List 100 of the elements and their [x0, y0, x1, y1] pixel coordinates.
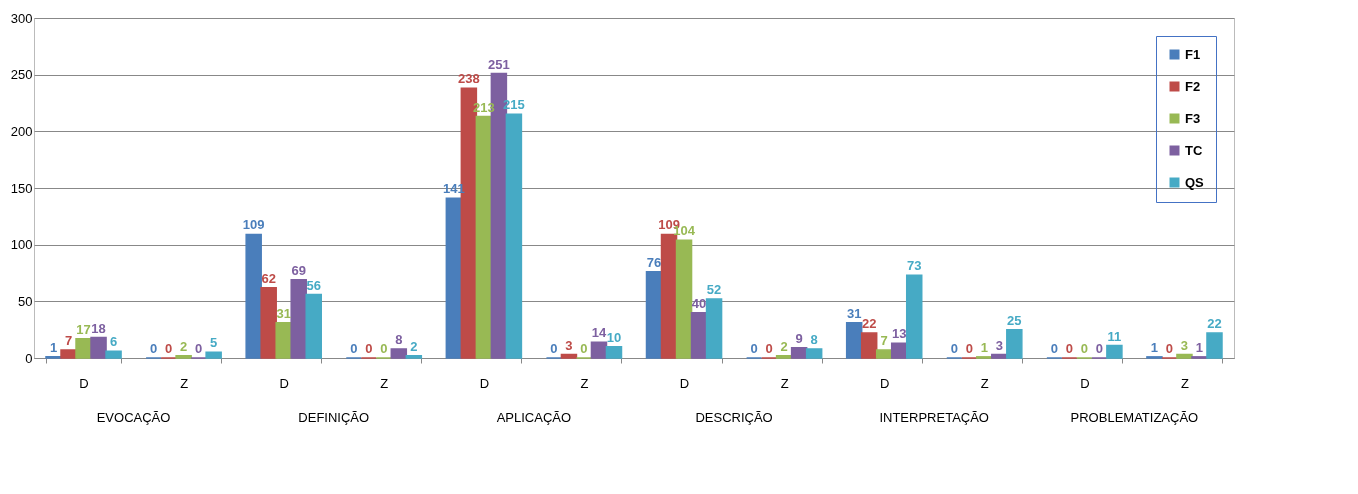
bar [605, 345, 623, 359]
data-label: 76 [646, 254, 662, 270]
data-label: 56 [306, 277, 321, 293]
data-label: 0 [149, 341, 158, 356]
x-tick-label: Z [180, 375, 189, 391]
data-label: 52 [706, 282, 722, 298]
x-tick-label: Z [980, 375, 989, 391]
data-label: 2 [180, 338, 188, 354]
data-label: 0 [550, 341, 558, 356]
x-tick-label: D [79, 375, 89, 391]
x-tick-label: Z [780, 375, 789, 391]
data-label: 0 [1165, 341, 1174, 356]
data-label: 0 [380, 341, 388, 356]
data-label: 9 [795, 330, 803, 346]
data-label: 7 [880, 333, 888, 349]
bar [290, 279, 307, 359]
y-tick-label: 100 [10, 237, 33, 253]
data-label: 73 [907, 258, 922, 274]
data-label: 0 [965, 341, 973, 356]
data-label: 8 [395, 331, 403, 347]
bar [390, 348, 408, 359]
legend-label: F1 [1185, 46, 1201, 62]
data-label: 109 [242, 217, 265, 233]
data-label: 0 [350, 341, 358, 356]
data-label: 7 [64, 333, 73, 349]
data-label: 0 [164, 341, 173, 356]
data-label: 0 [580, 341, 588, 356]
bar [1006, 328, 1023, 359]
bar [175, 354, 192, 359]
bar [660, 233, 678, 359]
bar [845, 322, 863, 359]
data-label: 2 [410, 338, 418, 354]
y-tick-label: 50 [18, 293, 33, 309]
legend-label: F2 [1185, 78, 1201, 94]
x-tick-label: Z [380, 375, 389, 391]
bar [260, 286, 277, 359]
data-label: 1 [1195, 339, 1204, 355]
bar [75, 337, 92, 359]
bar [275, 322, 292, 359]
data-label: 11 [1107, 328, 1122, 344]
text: PROBLEMATIZAÇÃO [1070, 410, 1199, 425]
bar [205, 351, 222, 359]
data-label: 22 [861, 316, 877, 332]
legend-label: TC [1185, 142, 1203, 158]
text: APLICAÇÃO [496, 410, 572, 425]
bar [790, 347, 808, 359]
data-label: 1 [980, 339, 988, 355]
bar [890, 342, 908, 359]
data-label: 2 [780, 338, 788, 354]
bar [991, 353, 1008, 359]
bar [690, 311, 708, 359]
data-label: 1 [1150, 339, 1159, 355]
text: DESCRIÇÃO [695, 410, 773, 425]
bar [860, 332, 878, 359]
x-tick-label: D [880, 375, 890, 391]
data-label: 0 [750, 341, 758, 356]
bar [775, 354, 793, 359]
data-label: 69 [291, 262, 306, 278]
bar [875, 349, 893, 359]
bar [90, 336, 107, 359]
bar [445, 197, 463, 359]
data-label: 251 [488, 56, 510, 72]
bar [405, 354, 423, 359]
bar [245, 233, 262, 359]
bar [905, 274, 923, 359]
y-tick-label: 250 [10, 67, 33, 83]
y-tick-label: 150 [10, 180, 33, 196]
data-label: 0 [365, 341, 373, 356]
y-tick-label: 200 [10, 123, 33, 139]
bar [1106, 344, 1123, 359]
data-label: 238 [458, 71, 480, 87]
y-tick-label: 300 [10, 10, 33, 26]
data-label: 0 [195, 341, 203, 356]
bar [590, 341, 608, 359]
data-label: 0 [1095, 341, 1104, 356]
bar [1176, 353, 1193, 359]
legend-label: QS [1185, 174, 1205, 190]
data-label: 1 [49, 339, 58, 355]
bar [305, 293, 322, 359]
x-tick-label: D [479, 375, 490, 391]
bar [505, 113, 523, 359]
data-label: 0 [1080, 341, 1088, 356]
data-label: 0 [1050, 341, 1058, 356]
data-label: 3 [995, 337, 1003, 353]
x-tick-label: D [1080, 375, 1090, 391]
bar [645, 271, 663, 359]
data-label: 0 [1065, 341, 1073, 356]
text: INTERPRETAÇÃO [879, 410, 989, 425]
data-label: 31 [846, 305, 862, 321]
data-label: 3 [565, 337, 573, 353]
text: DEFINIÇÃO [298, 410, 370, 425]
x-tick-label: D [679, 375, 690, 391]
data-label: 6 [109, 334, 118, 350]
y-tick-label: 0 [25, 350, 33, 366]
data-label: 22 [1207, 316, 1222, 332]
x-tick-label: Z [1180, 375, 1189, 391]
text: EVOCAÇÃO [96, 410, 171, 425]
data-label: 5 [210, 335, 218, 351]
bar [105, 350, 122, 359]
bar [805, 348, 823, 359]
